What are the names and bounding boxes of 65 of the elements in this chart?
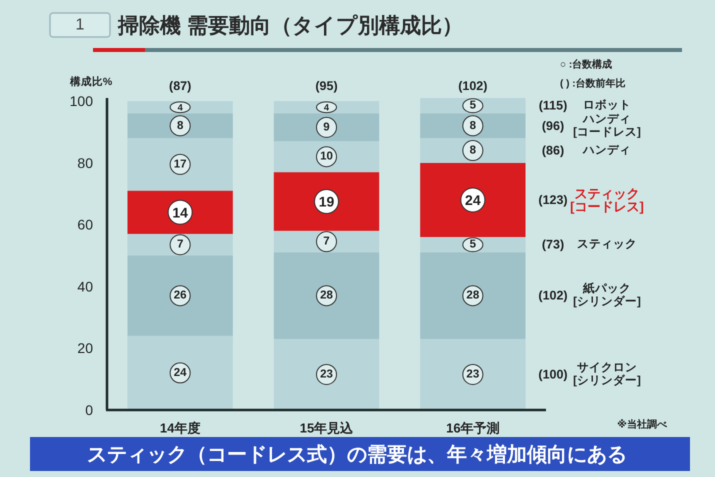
data-label: 7: [323, 236, 330, 248]
data-label: 26: [174, 290, 187, 302]
text: スティック [コードレス]: [570, 186, 644, 214]
annotation: (102): [458, 79, 488, 94]
annotation: (123): [538, 192, 568, 207]
text: サイクロン [シリンダー]: [573, 360, 641, 387]
data-label: 5: [470, 100, 477, 112]
data-label: 24: [465, 192, 481, 208]
data-label: 10: [320, 150, 333, 163]
data-label: 28: [320, 290, 334, 302]
y-tick-label: 100: [70, 93, 94, 110]
text: ハンディ: [582, 144, 631, 157]
data-label: 19: [318, 193, 334, 210]
data-label: 5: [470, 238, 477, 251]
data-label: 8: [470, 120, 477, 132]
data-label: 4: [178, 102, 184, 112]
text: スティック: [577, 238, 637, 251]
data-label: 8: [176, 120, 184, 132]
bar: [274, 141, 380, 172]
data-label: 4: [324, 102, 330, 112]
y-tick-label: 60: [77, 216, 94, 233]
annotation: (73): [542, 238, 564, 252]
text: ※当社調べ: [617, 418, 668, 430]
annotation: (96): [542, 118, 564, 133]
text: ハンディ [コードレス]: [573, 113, 641, 138]
bar: [274, 252, 380, 339]
bar: [274, 172, 380, 231]
data-label: 28: [466, 290, 480, 302]
data-label: 8: [470, 144, 477, 157]
annotation: (87): [169, 79, 192, 94]
text: ロボット: [583, 98, 631, 112]
text: スティック（コードレス式）の需要は、年々増加傾向にある: [87, 443, 627, 466]
x-tick-label: 15年見込: [300, 420, 354, 436]
x-tick-label: 16年予測: [446, 420, 500, 436]
annotation: (95): [315, 79, 338, 94]
y-tick-label: 40: [77, 278, 94, 294]
bar: [127, 336, 233, 410]
text: 1: [76, 16, 85, 34]
data-label: 24: [174, 366, 188, 379]
data-label: 14: [172, 204, 188, 220]
bar: [420, 338, 526, 410]
bar: [274, 338, 380, 410]
text: ○ :台数構成: [560, 58, 612, 70]
bar: [420, 162, 526, 238]
annotation: (100): [538, 367, 568, 382]
data-label: 23: [466, 368, 480, 380]
bar: [127, 190, 233, 234]
chart-title: 掃除機 需要動向（タイプ別構成比）: [117, 14, 463, 38]
text: 紙パック [シリンダー]: [573, 281, 641, 308]
text: ( ) :台数前年比: [560, 78, 626, 90]
bar: [127, 256, 233, 336]
data-label: 9: [323, 121, 330, 134]
bar: [127, 138, 233, 191]
bar: [420, 252, 526, 339]
data-label: 23: [320, 368, 333, 380]
y-tick-label: 20: [77, 340, 94, 356]
data-label: 7: [176, 238, 184, 251]
annotation: (115): [538, 98, 568, 113]
y-axis-title: 構成比%: [68, 75, 113, 88]
data-label: 17: [174, 158, 187, 170]
y-tick-label: 80: [77, 154, 94, 171]
y-tick-label: 0: [85, 402, 94, 418]
annotation: (86): [542, 144, 564, 158]
x-tick-label: 14年度: [160, 420, 200, 436]
annotation: (102): [538, 288, 568, 303]
